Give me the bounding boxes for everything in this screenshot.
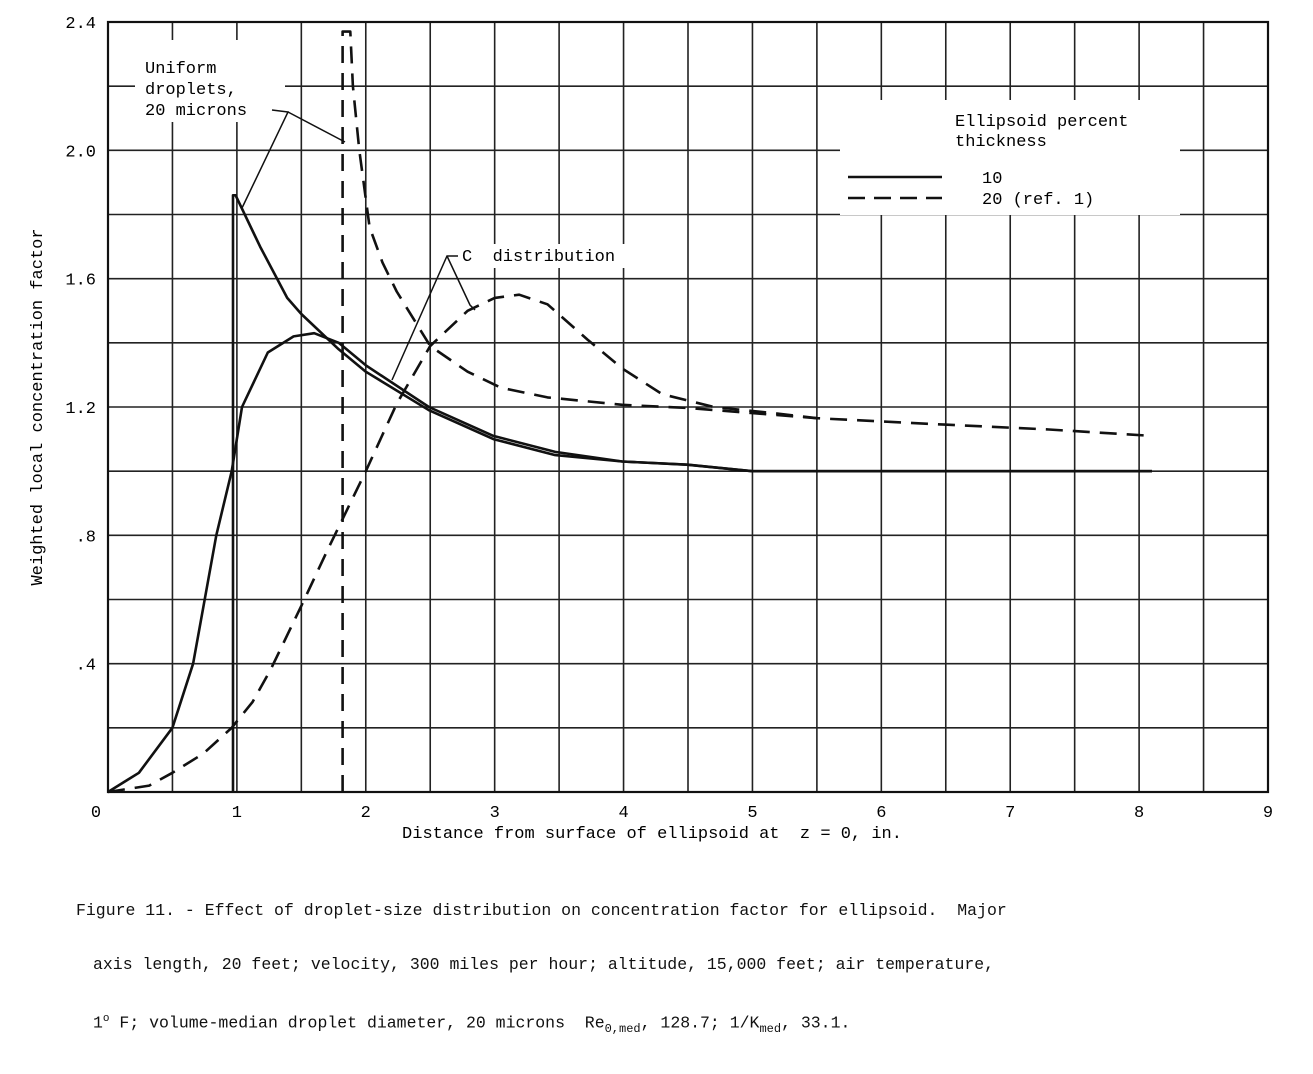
- y-tick-label: 1.2: [65, 400, 96, 419]
- annotation-uniform-line3: 20 microns: [145, 102, 247, 121]
- legend-entry-10: 10: [982, 170, 1002, 189]
- figure-caption: Figure 11. - Effect of droplet-size dist…: [76, 866, 1007, 1074]
- legend-entry-20: 20 (ref. 1): [982, 191, 1094, 210]
- y-tick-label: 2.0: [65, 143, 96, 162]
- x-tick-label: 8: [1134, 804, 1144, 823]
- series-line-10-uniform: [231, 194, 1152, 792]
- annotation-uniform-line2: droplets,: [145, 81, 237, 100]
- x-tick-label: 6: [876, 804, 886, 823]
- series-group: [107, 30, 1153, 794]
- x-tick-label: 9: [1263, 804, 1273, 823]
- label-boxes: [135, 40, 1180, 268]
- y-tick-label: 2.4: [65, 15, 96, 34]
- caption-sub: 0,med: [604, 1021, 641, 1036]
- caption-text: 1: [93, 1013, 103, 1033]
- y-tick-label: .4: [76, 657, 96, 676]
- plot-frame: [106, 20, 1270, 794]
- x-tick-label: 0: [91, 804, 101, 823]
- series-line-10-c-distribution: [107, 331, 1152, 794]
- caption-sub: med: [759, 1021, 782, 1036]
- x-tick-label: 4: [618, 804, 628, 823]
- annotation-leaders: [241, 109, 476, 381]
- leader-line: [241, 109, 290, 209]
- leader-line: [287, 111, 346, 143]
- caption-sup: o: [102, 1013, 110, 1025]
- x-tick-label: 3: [490, 804, 500, 823]
- leader-line: [391, 255, 458, 381]
- annotation-c-distribution: C distribution: [462, 248, 615, 267]
- caption-line-1: Figure 11. - Effect of droplet-size dist…: [76, 901, 1007, 920]
- legend-title-line2: thickness: [955, 133, 1047, 152]
- y-tick-label: 1.6: [65, 272, 96, 291]
- annotation-c-background: [455, 244, 660, 268]
- y-axis-label: Weighted local concentration factor: [29, 228, 48, 585]
- figure: 0 1 2 3 4 5 6 7 8 9 .4 .8 1.2 1.6 2.0 2.4 Distance from…: [29, 15, 1273, 1036]
- legend-title-line1: Ellipsoid percent: [955, 113, 1128, 132]
- y-tick-label: .8: [76, 528, 96, 547]
- caption-text: F; volume-median droplet diameter, 20 mi…: [109, 1013, 605, 1033]
- annotation-uniform-background: [135, 40, 285, 122]
- chart: 0 1 2 3 4 5 6 7 8 9 .4 .8 1.2 1.6 2.0 2.4 Distance from…: [29, 15, 1273, 844]
- legend: Ellipsoid percent thickness 10 20 (ref. …: [848, 113, 1128, 210]
- caption-text: , 33.1.: [781, 1013, 851, 1033]
- x-tick-label: 7: [1005, 804, 1015, 823]
- leader-line: [446, 255, 476, 311]
- annotation-uniform-line1: Uniform: [145, 60, 216, 79]
- annotation-uniform: Uniform droplets, 20 microns: [145, 60, 247, 121]
- caption-line-2: axis length, 20 feet; velocity, 300 mile…: [93, 955, 995, 974]
- x-tick-label: 2: [361, 804, 371, 823]
- legend-background: [840, 100, 1180, 215]
- x-tick-label: 1: [232, 804, 242, 823]
- caption-text: , 128.7; 1/K: [640, 1013, 760, 1033]
- series-line-20-c-distribution: [107, 293, 818, 794]
- ticks: 0 1 2 3 4 5 6 7 8 9 .4 .8 1.2 1.6 2.0 2.4: [65, 15, 1273, 823]
- x-tick-label: 5: [747, 804, 757, 823]
- caption-line-3: 1o F; volume-median droplet diameter, 20…: [76, 1010, 1007, 1038]
- x-axis-label: Distance from surface of ellipsoid at z …: [402, 825, 902, 844]
- series-line-20-uniform: [341, 30, 1153, 792]
